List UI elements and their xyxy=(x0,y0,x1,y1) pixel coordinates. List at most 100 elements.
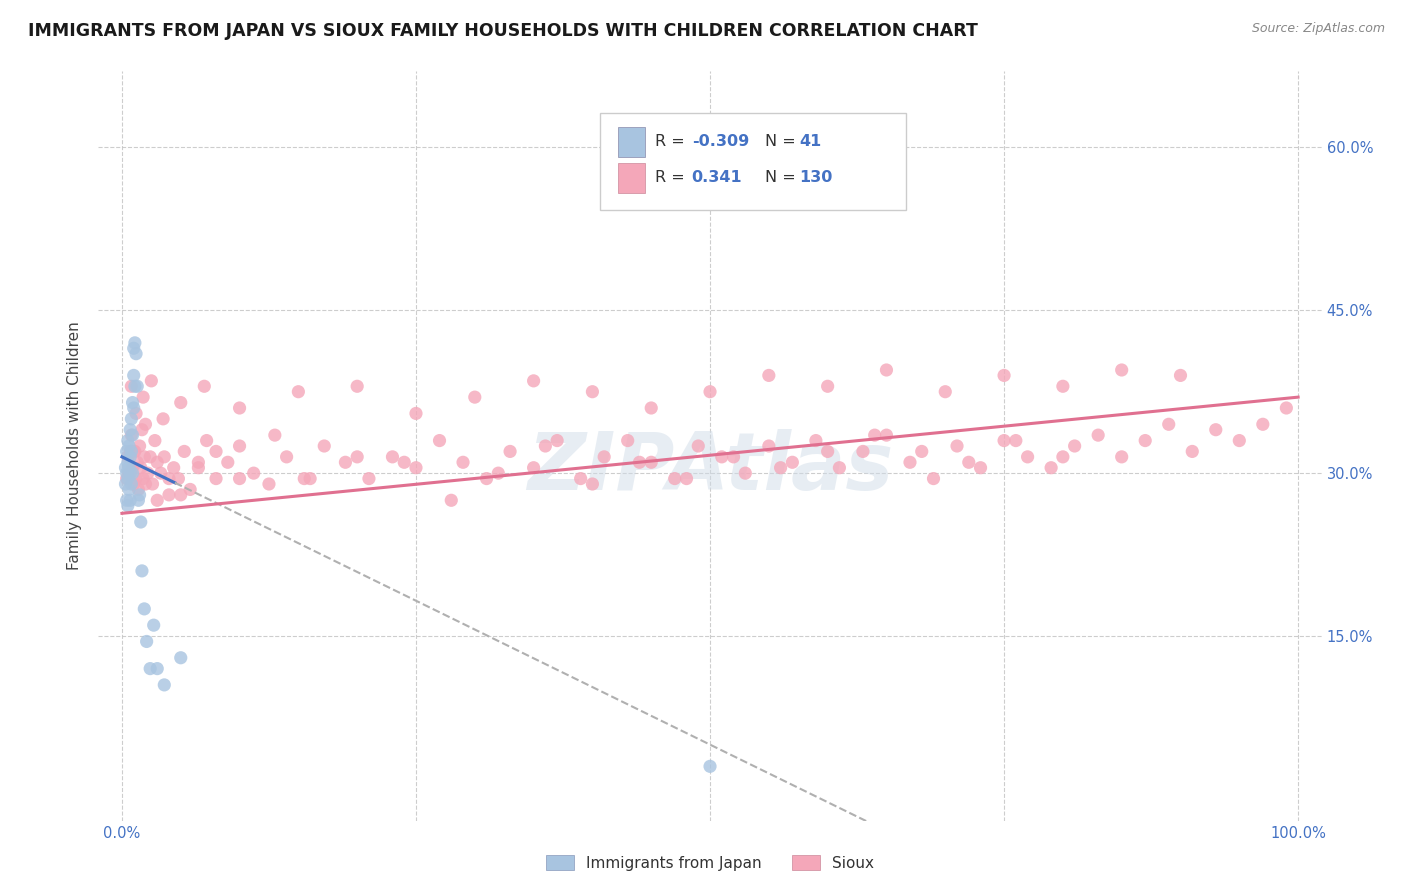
Text: ZIPAtlas: ZIPAtlas xyxy=(527,429,893,508)
Point xyxy=(1052,379,1074,393)
Point xyxy=(170,650,193,665)
Point xyxy=(429,434,451,448)
Point xyxy=(122,444,145,458)
Point xyxy=(117,499,139,513)
Y-axis label: Family Households with Children: Family Households with Children xyxy=(67,322,83,570)
Point xyxy=(146,662,169,676)
Point xyxy=(124,379,146,393)
Point xyxy=(1017,450,1039,464)
Point xyxy=(616,434,638,448)
Point xyxy=(710,450,733,464)
Point xyxy=(118,466,141,480)
Point xyxy=(381,450,404,464)
Point xyxy=(114,477,136,491)
Point xyxy=(804,434,827,448)
Point xyxy=(120,444,142,458)
Point xyxy=(134,417,156,432)
Point xyxy=(121,395,143,409)
Point xyxy=(523,460,546,475)
Point xyxy=(734,466,756,480)
Point xyxy=(292,472,315,486)
Point xyxy=(1170,368,1192,383)
Point xyxy=(228,472,250,486)
Point xyxy=(125,472,148,486)
Point xyxy=(863,428,886,442)
Point xyxy=(136,466,159,480)
Point xyxy=(121,466,143,480)
Point xyxy=(187,460,209,475)
Text: 130: 130 xyxy=(800,170,832,186)
Point xyxy=(758,368,780,383)
Point xyxy=(640,401,662,415)
Point xyxy=(115,466,138,480)
Point xyxy=(581,384,603,399)
Point xyxy=(115,493,138,508)
Point xyxy=(405,460,427,475)
Point xyxy=(152,412,174,426)
Point xyxy=(346,450,368,464)
Point xyxy=(117,434,139,448)
Point xyxy=(141,477,163,491)
Point xyxy=(640,455,662,469)
Point xyxy=(263,428,285,442)
Point xyxy=(569,472,592,486)
Point xyxy=(499,444,522,458)
Point xyxy=(125,347,148,361)
Text: R =: R = xyxy=(655,135,690,149)
Point xyxy=(475,472,498,486)
Point xyxy=(523,374,546,388)
Point xyxy=(124,335,146,350)
Point xyxy=(157,472,180,486)
Point xyxy=(852,444,875,458)
Point xyxy=(957,455,980,469)
Point xyxy=(120,444,142,458)
Point xyxy=(299,472,322,486)
Point xyxy=(170,395,193,409)
Point xyxy=(228,401,250,415)
Point xyxy=(115,444,138,458)
Point xyxy=(146,455,169,469)
Point xyxy=(664,472,686,486)
Point xyxy=(1063,439,1085,453)
Point xyxy=(120,450,142,464)
Point xyxy=(688,439,710,453)
Point xyxy=(534,439,557,453)
Point xyxy=(122,477,145,491)
Point xyxy=(723,450,745,464)
Point xyxy=(120,493,142,508)
Point xyxy=(782,455,804,469)
Point xyxy=(1275,401,1298,415)
Point xyxy=(167,472,190,486)
Point xyxy=(115,472,138,486)
Point xyxy=(758,439,780,453)
Point xyxy=(242,466,264,480)
Point xyxy=(121,460,143,475)
Point xyxy=(1205,423,1227,437)
Point xyxy=(121,428,143,442)
Point xyxy=(187,455,209,469)
Point xyxy=(157,488,180,502)
Point xyxy=(118,483,141,497)
Point xyxy=(817,444,839,458)
Point xyxy=(120,477,142,491)
Point xyxy=(128,488,150,502)
Point xyxy=(149,466,172,480)
Point xyxy=(120,412,142,426)
Point xyxy=(464,390,486,404)
Text: 41: 41 xyxy=(800,135,821,149)
Point xyxy=(993,434,1015,448)
Point xyxy=(153,678,176,692)
Point xyxy=(170,488,193,502)
Point xyxy=(287,384,309,399)
Point xyxy=(1157,417,1180,432)
FancyBboxPatch shape xyxy=(600,112,905,210)
Point xyxy=(898,455,921,469)
Point xyxy=(228,439,250,453)
Point xyxy=(1251,417,1274,432)
Point xyxy=(276,450,298,464)
Point xyxy=(134,602,156,616)
Point xyxy=(132,472,155,486)
Point xyxy=(195,434,218,448)
Point xyxy=(1052,450,1074,464)
Point xyxy=(124,444,146,458)
